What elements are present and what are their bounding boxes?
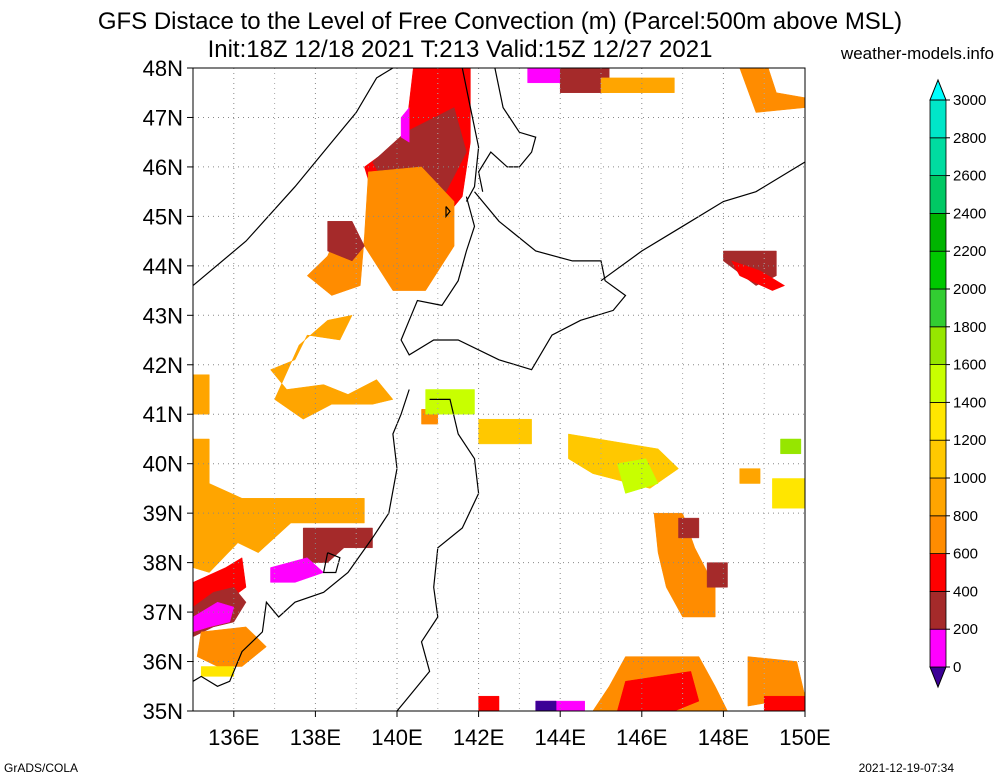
colorbar-segment [930,327,946,365]
lon-label: 150E [779,725,830,750]
shading-patch [479,696,499,711]
shading-patch [679,518,699,538]
colorbar-segment [930,440,946,478]
lon-label: 140E [371,725,422,750]
lat-label: 45N [143,204,183,229]
colorbar-segment [930,402,946,440]
colorbar-segment [930,365,946,403]
shading-patch [772,479,805,509]
lat-label: 38N [143,551,183,576]
shading-patch [601,78,674,93]
colorbar-label: 0 [953,659,961,676]
colorbar-segment [930,138,946,176]
shading-patch [740,469,760,484]
shading-patch [201,667,234,677]
colorbar-label: 1200 [953,432,986,449]
colorbar-label: 800 [953,508,978,525]
colorbar-label: 1800 [953,319,986,336]
colorbar-label: 1000 [953,470,986,487]
shading-patch [479,419,532,444]
lat-label: 42N [143,353,183,378]
colorbar-label: 2800 [953,130,986,147]
lat-label: 46N [143,155,183,180]
lat-label: 47N [143,105,183,130]
shading-patch [193,375,209,415]
colorbar-segment [930,251,946,289]
colorbar: 0 200 400 600 800 1000 1200 1400 1600 1800 2000 220… [930,80,986,687]
colorbar-overflow [930,80,946,100]
lat-label: 44N [143,254,183,279]
lon-label: 148E [698,725,749,750]
timestamp-label: 2021-12-19-07:34 [859,761,954,775]
colorbar-label: 3000 [953,92,986,109]
lat-label: 39N [143,501,183,526]
lat-labels: 48N 47N 46N 45N 44N 43N 42N 41N 40N 39N 38N 37N 36N 3… [143,56,183,724]
lon-label: 142E [453,725,504,750]
colorbar-label: 400 [953,583,978,600]
coastline [479,68,536,192]
colorbar-segment [930,516,946,554]
colorbar-label: 200 [953,621,978,638]
lon-label: 146E [616,725,667,750]
colorbar-underflow [930,667,946,687]
lon-labels: 136E 138E 140E 142E 144E 146E 148E 150E [208,725,831,750]
colorbar-segment [930,176,946,214]
lon-label: 144E [535,725,586,750]
colorbar-segment [930,100,946,138]
shading-patch [764,696,805,711]
colorbar-label: 2200 [953,243,986,260]
shading-patch [528,68,561,83]
colorbar-segment [930,213,946,251]
colorbar-segment [930,554,946,592]
colorbar-segment [930,478,946,516]
shading-patch [740,68,805,113]
colorbar-segment [930,629,946,667]
colorbar-label: 2600 [953,168,986,185]
lon-label: 138E [290,725,341,750]
colorbar-label: 1400 [953,394,986,411]
shading-patch [707,563,727,588]
colorbar-label: 2400 [953,205,986,222]
field-layer [193,68,805,711]
colorbar-label: 1600 [953,357,986,374]
lat-label: 48N [143,56,183,81]
lat-label: 40N [143,452,183,477]
lat-label: 37N [143,600,183,625]
lon-label: 136E [208,725,259,750]
colorbar-segment [930,289,946,327]
credit-label: GrADS/COLA [4,761,78,775]
lat-label: 43N [143,303,183,328]
shading-patch [197,627,266,667]
shading-patch [781,439,801,454]
colorbar-label: 2000 [953,281,986,298]
lat-label: 35N [143,699,183,724]
map-figure: 48N 47N 46N 45N 44N 43N 42N 41N 40N 39N 38N 37N 36N 3… [0,0,1000,779]
coastline [397,399,479,711]
colorbar-segment [930,591,946,629]
shading-patch [271,315,393,419]
shading-patch [401,108,409,143]
lat-label: 41N [143,402,183,427]
colorbar-label: 600 [953,546,978,563]
shading-patch [536,701,556,711]
lat-label: 36N [143,650,183,675]
